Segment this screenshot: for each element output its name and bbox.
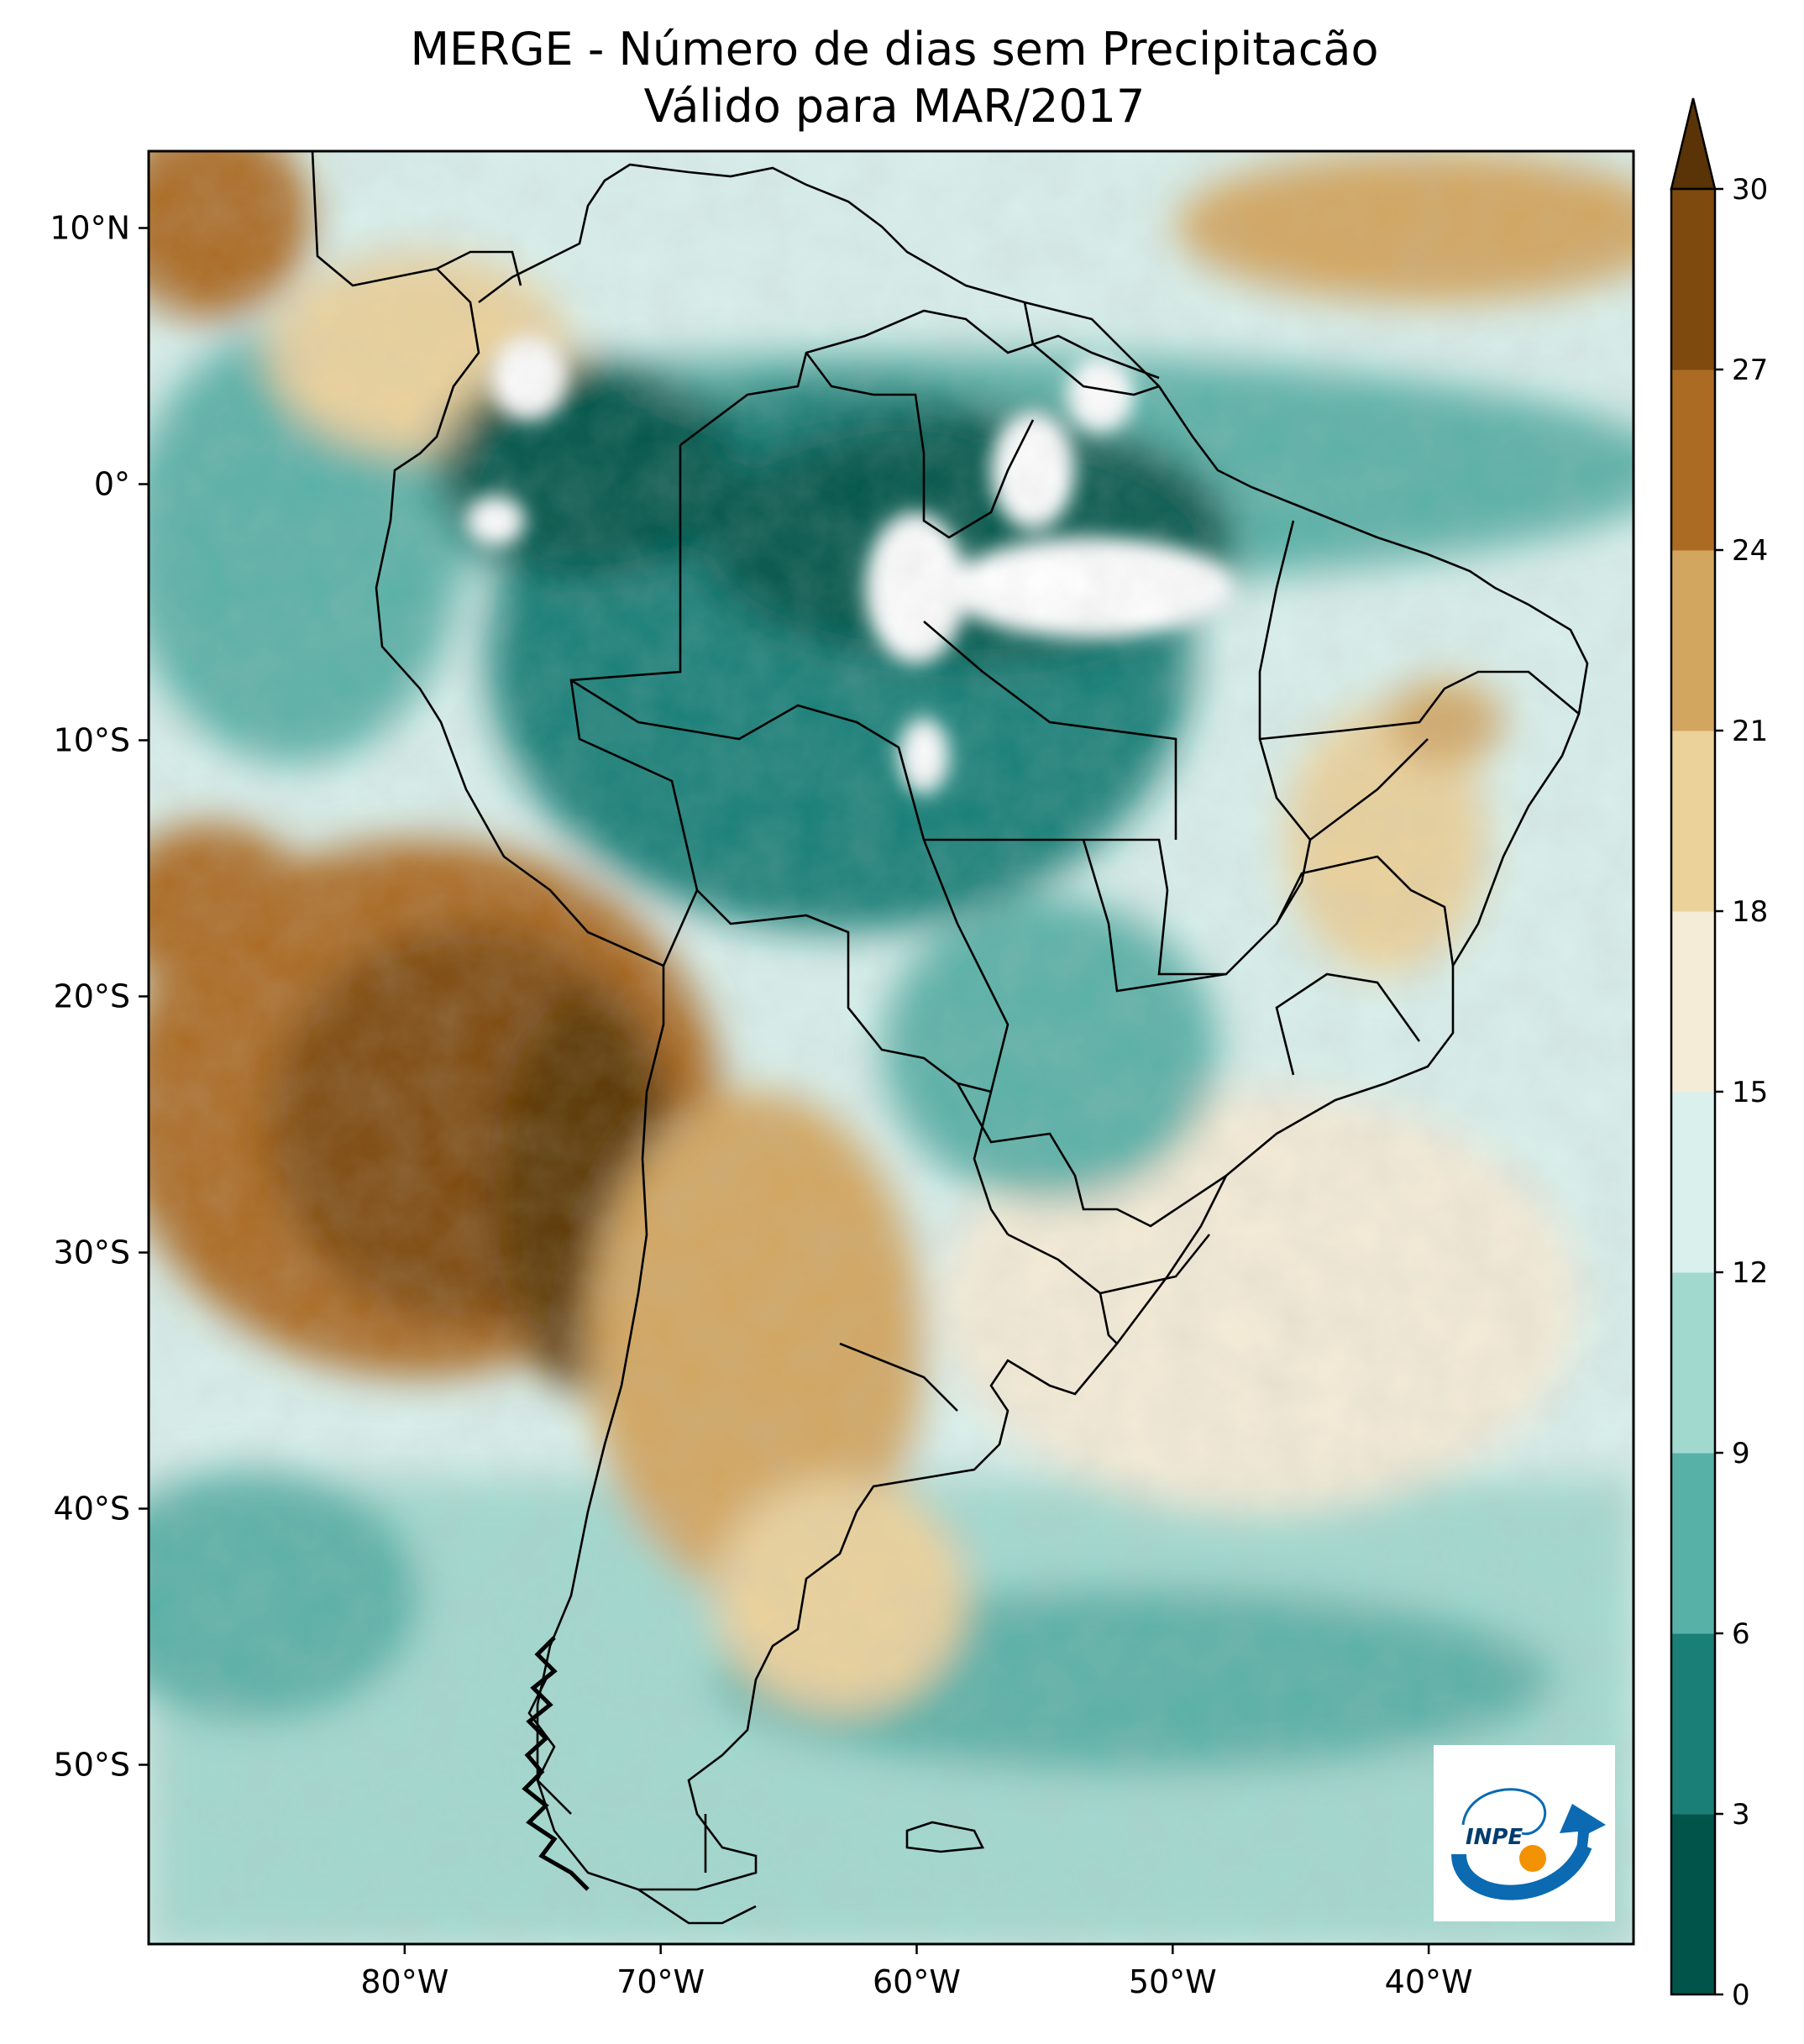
lon-tick-label: 70°W <box>616 1963 705 2000</box>
map-title-line-1: MERGE - Número de dias sem Precipitacão <box>410 23 1379 76</box>
colorbar-tick-label: 18 <box>1732 895 1768 929</box>
latitude-axis: 10°N 0° 10°S 20°S 30°S 40°S 50°S <box>50 210 149 1784</box>
colorbar-extend-arrow <box>1670 97 1717 191</box>
lon-tick-label: 40°W <box>1385 1963 1473 2000</box>
colorbar-segment <box>1671 369 1715 551</box>
lon-tick-label: 50°W <box>1129 1963 1217 2000</box>
lat-tick-label: 10°S <box>54 722 130 759</box>
inpe-logo: INPE <box>1434 1745 1615 1921</box>
colorbar-tick-label: 27 <box>1732 354 1768 387</box>
colorbar-segment <box>1671 189 1715 370</box>
colorbar-segment <box>1671 731 1715 912</box>
precipitation-field <box>149 151 1634 1944</box>
colorbar-segment <box>1671 1453 1715 1634</box>
country-borders <box>311 151 1589 1925</box>
colorbar-segment <box>1671 1633 1715 1815</box>
colorbar-tick-label: 21 <box>1732 715 1768 748</box>
lat-tick-label: 20°S <box>54 978 130 1015</box>
plot-frame <box>147 149 1635 1946</box>
colorbar: 0 3 6 9 12 15 18 21 24 27 30 <box>1670 97 1768 2012</box>
colorbar-segment <box>1671 1272 1715 1454</box>
colorbar-tick-label: 0 <box>1732 1978 1750 2012</box>
colorbar-segment <box>1671 1814 1715 1995</box>
colorbar-segment <box>1671 1092 1715 1273</box>
lat-tick-label: 50°S <box>54 1747 130 1784</box>
longitude-axis: 80°W 70°W 60°W 50°W 40°W <box>360 1944 1473 2000</box>
colorbar-tick-label: 3 <box>1732 1798 1750 1832</box>
colorbar-tick-label: 12 <box>1732 1256 1768 1290</box>
lat-tick-label: 40°S <box>54 1491 130 1528</box>
colorbar-segment <box>1671 911 1715 1093</box>
colorbar-tick-label: 24 <box>1732 534 1768 568</box>
colorbar-tick-label: 6 <box>1732 1617 1750 1651</box>
chile-coastline-detail <box>522 1636 590 1891</box>
lat-tick-label: 30°S <box>54 1234 130 1271</box>
lat-tick-label: 10°N <box>50 210 130 247</box>
map-title-line-2: Válido para MAR/2017 <box>643 80 1146 133</box>
lat-tick-label: 0° <box>94 466 130 503</box>
colorbar-tick-label: 9 <box>1732 1437 1750 1470</box>
colorbar-segment <box>1671 550 1715 731</box>
lon-tick-label: 60°W <box>873 1963 961 2000</box>
inpe-logo-graphic: INPE <box>1451 1788 1606 1900</box>
inpe-logo-text: INPE <box>1466 1825 1523 1850</box>
colorbar-tick-label: 15 <box>1732 1076 1768 1109</box>
lon-tick-label: 80°W <box>360 1963 448 2000</box>
colorbar-tick-label: 30 <box>1732 173 1768 207</box>
